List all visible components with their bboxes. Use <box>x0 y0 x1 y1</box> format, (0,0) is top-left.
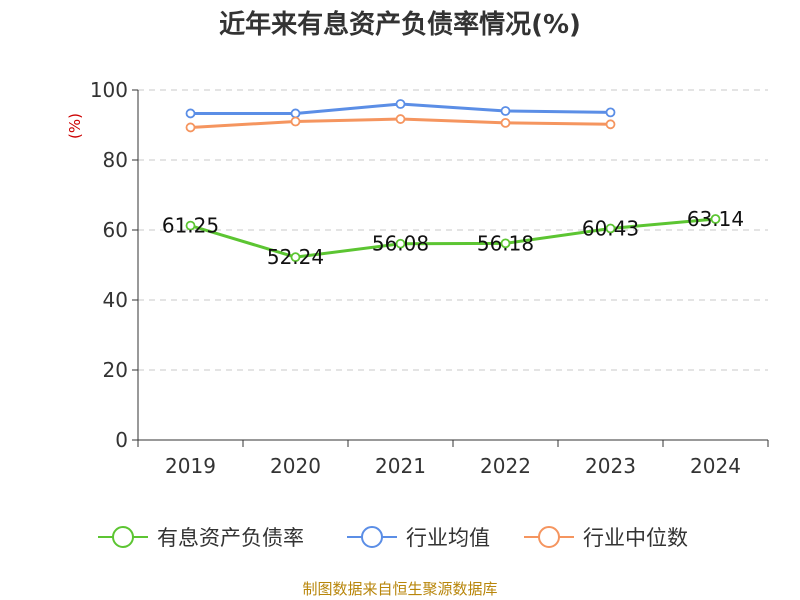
y-axis-label: (%) <box>66 113 84 139</box>
data-label: 63.14 <box>687 207 744 231</box>
legend: 有息资产负债率 行业均值 行业中位数 <box>98 526 688 550</box>
y-tick-label: 40 <box>103 288 128 312</box>
series-lines <box>185 99 721 263</box>
legend-label: 有息资产负债率 <box>157 526 304 550</box>
data-label: 56.08 <box>372 232 429 256</box>
data-point <box>290 108 301 119</box>
x-tick-label: 2021 <box>375 454 426 478</box>
data-point <box>500 118 511 128</box>
y-tick-label: 80 <box>103 148 128 172</box>
data-point <box>605 107 616 118</box>
legend-label: 行业均值 <box>406 526 490 550</box>
data-label: 60.43 <box>582 216 639 240</box>
data-point <box>185 108 196 119</box>
data-point <box>710 214 721 224</box>
legend-swatch-marker <box>361 526 383 548</box>
legend-item: 有息资产负债率 <box>98 526 304 550</box>
source-note: 制图数据来自恒生聚源数据库 <box>302 580 498 598</box>
data-label: 52.24 <box>267 245 324 269</box>
data-label: 61.25 <box>162 214 219 238</box>
data-point <box>395 99 406 109</box>
data-point <box>605 223 616 234</box>
legend-swatch-marker <box>538 526 560 548</box>
x-tick-label: 2019 <box>165 454 216 478</box>
data-point <box>395 238 406 249</box>
data-label: 56.18 <box>477 231 534 255</box>
data-point <box>395 114 406 124</box>
x-tick-label: 2022 <box>480 454 531 478</box>
data-point <box>500 238 511 249</box>
data-labels: 61.25 52.24 56.08 56.18 60.43 63.14 <box>162 207 744 269</box>
data-point <box>185 220 196 231</box>
y-tick-label: 100 <box>90 78 128 102</box>
x-tick-label: 2020 <box>270 454 321 478</box>
legend-swatch-marker <box>112 526 134 548</box>
series-line <box>190 217 716 259</box>
x-tick-label: 2024 <box>690 454 741 478</box>
legend-item: 行业均值 <box>347 526 490 550</box>
legend-item: 行业中位数 <box>524 526 688 550</box>
y-tick-label: 60 <box>103 218 128 242</box>
y-tick-label: 20 <box>103 358 128 382</box>
axes: 0 20 40 60 80 100 (%) 2019 2020 2021 2022 2023 2024 <box>66 78 769 478</box>
data-point <box>185 122 196 133</box>
data-point <box>290 252 301 263</box>
data-point <box>290 116 301 127</box>
legend-label: 行业中位数 <box>583 526 688 550</box>
x-tick-label: 2023 <box>585 454 636 478</box>
data-point <box>605 119 616 130</box>
grid-lines <box>138 89 768 371</box>
y-tick-label: 0 <box>115 428 128 452</box>
chart-title: 近年来有息资产负债率情况(%) <box>219 10 581 40</box>
data-point <box>500 106 511 116</box>
